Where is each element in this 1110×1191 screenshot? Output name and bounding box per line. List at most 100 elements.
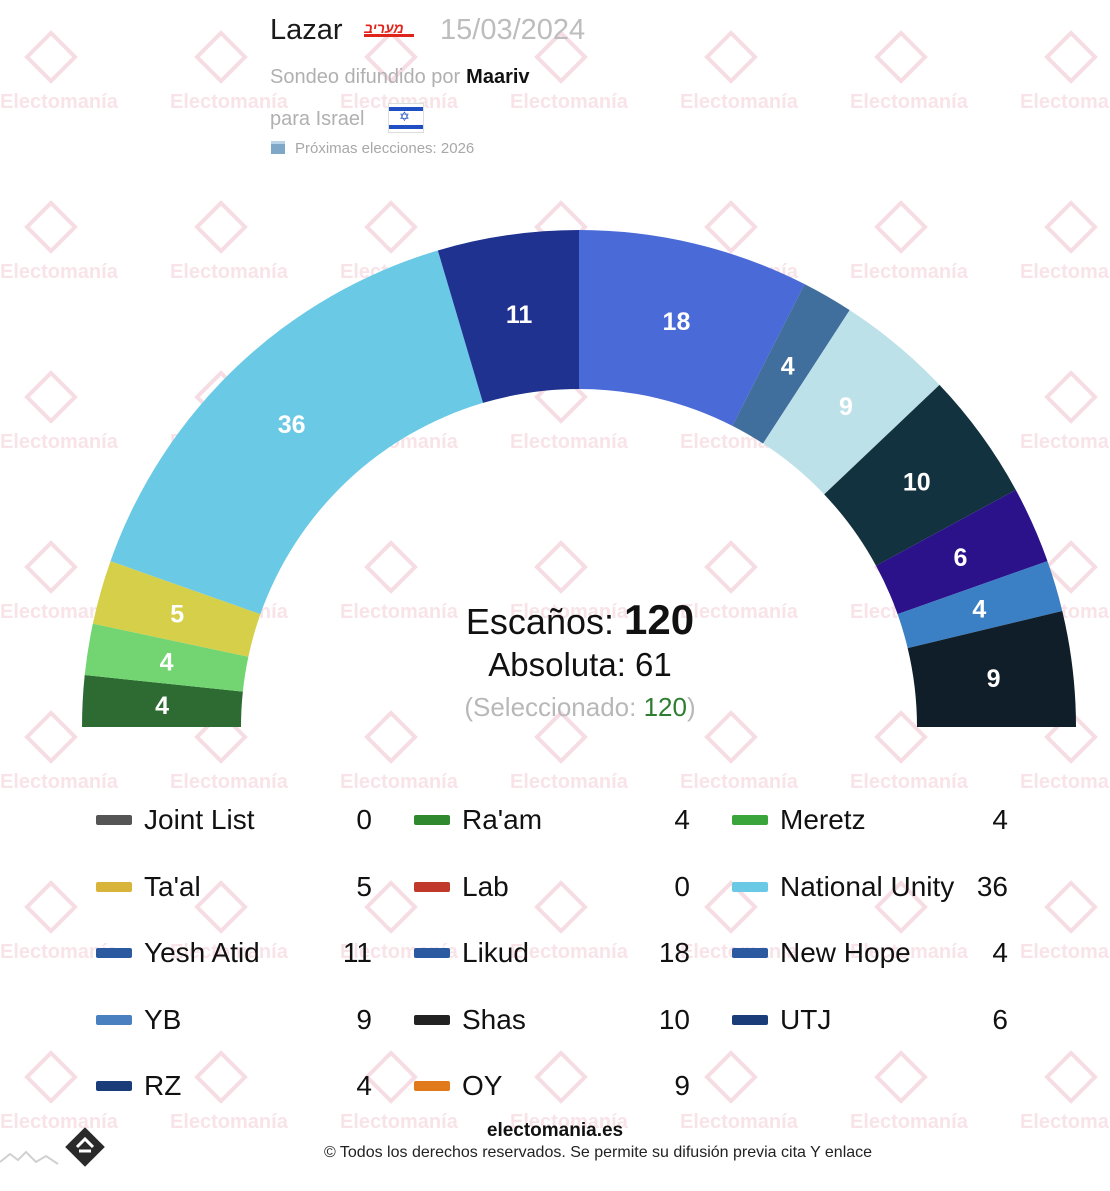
- segment-label: 36: [278, 411, 306, 439]
- party-logo-icon: [96, 881, 132, 892]
- segment-label: 4: [972, 595, 986, 623]
- selected-count: (Seleccionado: 120): [464, 692, 696, 722]
- legend-item[interactable]: National Unity 36: [732, 871, 1032, 905]
- sponsor-name: Maariv: [466, 66, 530, 88]
- footer-site[interactable]: electomania.es: [486, 1120, 624, 1141]
- segment-label: 4: [781, 352, 795, 380]
- party-logo-icon: [414, 1081, 450, 1091]
- legend-party-seats: 0: [356, 804, 372, 835]
- electomania-logo-icon: [65, 1127, 105, 1167]
- legend-item[interactable]: Joint List 0: [96, 804, 396, 838]
- segment-label: 6: [953, 544, 967, 572]
- hemicycle-segment-utj: [876, 489, 1048, 615]
- legend-party-seats: 36: [976, 870, 1008, 902]
- legend-party-seats: 4: [674, 804, 690, 835]
- legend-party-seats: 9: [356, 1003, 372, 1035]
- segment-label: 10: [903, 469, 931, 497]
- party-logo-icon: [414, 881, 450, 892]
- legend-item[interactable]: OY 9: [414, 1070, 714, 1104]
- svg-text:Electomanía: Electomanía: [510, 771, 629, 793]
- svg-text:Electomanía: Electomanía: [680, 771, 799, 793]
- party-logo-icon: [96, 1081, 132, 1091]
- legend-item[interactable]: New Hope 4: [732, 937, 1032, 971]
- hemicycle-segment-ra-am: [84, 623, 249, 692]
- media-logo: מעריב: [364, 20, 414, 37]
- svg-text:Electomanía: Electomanía: [340, 771, 459, 793]
- legend-party-seats: 4: [992, 937, 1008, 968]
- party-logo-icon: [732, 1014, 768, 1025]
- segment-label: 5: [170, 601, 184, 629]
- legend-item[interactable]: UTJ 6: [732, 1004, 1032, 1038]
- legend-item[interactable]: RZ 4: [96, 1070, 396, 1104]
- country-line: para Israel: [270, 108, 365, 130]
- footer-copyright: © Todos los derechos reservados. Se perm…: [323, 1144, 873, 1161]
- segment-label: 4: [160, 649, 174, 677]
- hemicycle-segment-rz: [82, 675, 243, 727]
- seats-total: Escaños: 120: [465, 596, 695, 643]
- party-logo-icon: [732, 815, 768, 825]
- hemicycle-segment-yb: [763, 310, 940, 495]
- svg-text:Electomanía: Electomanía: [1020, 941, 1110, 963]
- hemicycle-segment-oy: [907, 610, 1076, 727]
- legend-item[interactable]: Likud 18: [414, 937, 714, 971]
- hemicycle-segment-yesh-atid: [437, 230, 579, 403]
- segment-label: 9: [839, 393, 853, 421]
- legend-party-seats: 5: [356, 870, 372, 902]
- watermark-tile: Electomanía: [1020, 880, 1110, 963]
- legend-item[interactable]: Meretz 4: [732, 804, 1032, 838]
- hemicycle-segment-shas: [824, 384, 1016, 566]
- segment-label: 18: [663, 308, 691, 336]
- sponsor-prefix: Sondeo difundido por: [270, 66, 461, 88]
- legend-item[interactable]: Ra'am 4: [414, 804, 714, 838]
- party-logo-icon: [732, 881, 768, 892]
- legend-party-seats: 10: [658, 1003, 690, 1035]
- sponsor-line: Sondeo difundido por Maariv: [270, 66, 530, 89]
- legend-party-name: Lab: [462, 870, 509, 902]
- hemicycle-segment-ta-al: [92, 561, 261, 657]
- party-logo-icon: [96, 815, 132, 825]
- legend-item[interactable]: Yesh Atid 11: [96, 937, 396, 971]
- segment-label: 11: [506, 301, 533, 329]
- legend-party-name: Yesh Atid: [144, 937, 260, 968]
- wave-decoration-icon: [0, 1150, 59, 1165]
- svg-text:Electomanía: Electomanía: [850, 771, 969, 793]
- legend-party-seats: 18: [658, 937, 690, 968]
- legend-party-name: Meretz: [780, 804, 866, 835]
- party-logo-icon: [414, 948, 450, 958]
- party-logo-icon: [96, 948, 132, 958]
- legend-item[interactable]: Ta'al 5: [96, 871, 396, 905]
- legend-party-name: UTJ: [780, 1003, 832, 1035]
- legend-item[interactable]: Lab 0: [414, 871, 714, 905]
- poll-date: 15/03/2024: [440, 14, 586, 46]
- legend-party-name: Likud: [462, 937, 529, 968]
- hemicycle-segment-national-unity: [110, 250, 484, 615]
- legend-party-name: Ra'am: [462, 804, 543, 835]
- legend-party-name: RZ: [144, 1070, 182, 1101]
- legend-party-seats: 4: [992, 804, 1008, 835]
- party-logo-icon: [414, 1014, 450, 1025]
- legend-item[interactable]: Shas 10: [414, 1004, 714, 1038]
- party-logo-icon: [96, 1014, 132, 1025]
- legend-party-seats: 0: [674, 870, 690, 902]
- legend-party-seats: 9: [674, 1070, 690, 1101]
- legend-party-seats: 11: [342, 937, 372, 968]
- legend-party-seats: 4: [356, 1070, 372, 1101]
- legend-item[interactable]: YB 9: [96, 1004, 396, 1038]
- pollster-name: Lazar: [270, 14, 343, 46]
- party-logo-icon: [732, 948, 768, 958]
- hemicycle-segment-new-hope: [732, 284, 850, 444]
- next-elections: Próximas elecciones: 2026: [271, 140, 474, 157]
- israel-flag-icon: ✡: [388, 103, 424, 133]
- legend-party-name: YB: [144, 1003, 182, 1035]
- svg-text:Electomanía: Electomanía: [0, 771, 119, 793]
- hemicycle-segment-likud: [579, 230, 805, 426]
- segment-label: 9: [987, 665, 1001, 693]
- legend-party-name: National Unity: [780, 870, 955, 902]
- legend-party-name: Shas: [462, 1003, 526, 1035]
- svg-text:Electomanía: Electomanía: [1020, 771, 1110, 793]
- legend-party-name: Joint List: [144, 804, 255, 835]
- legend-party-name: New Hope: [780, 937, 911, 968]
- svg-text:Electomanía: Electomanía: [170, 771, 289, 793]
- majority-label: Absoluta: 61: [488, 646, 672, 683]
